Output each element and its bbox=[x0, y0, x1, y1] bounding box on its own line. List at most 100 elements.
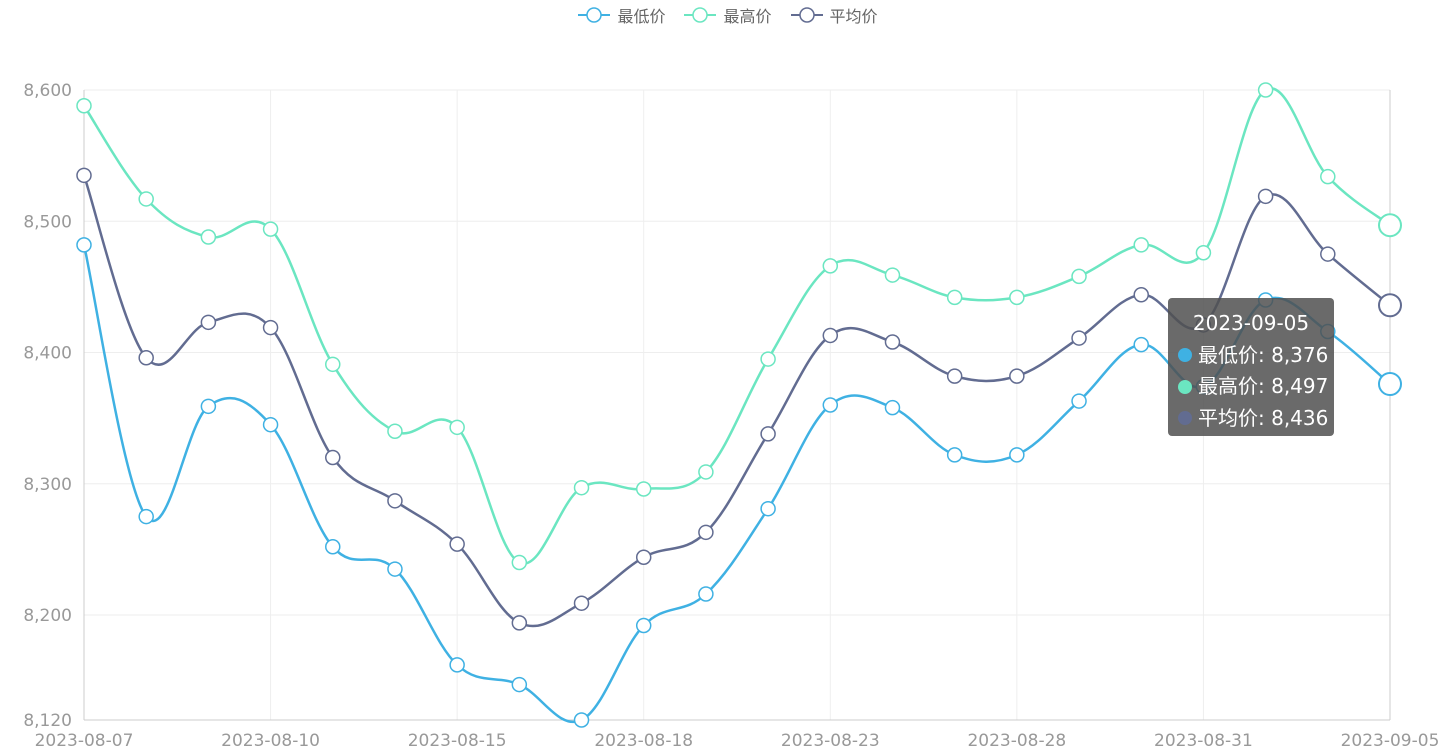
series-dot-icon bbox=[1178, 348, 1192, 363]
data-point[interactable] bbox=[76, 167, 92, 184]
data-point[interactable] bbox=[1378, 213, 1402, 238]
data-point[interactable] bbox=[262, 221, 279, 237]
y-tick-label: 8,600 bbox=[23, 81, 72, 101]
data-point[interactable] bbox=[573, 712, 590, 728]
data-point[interactable] bbox=[698, 464, 714, 480]
data-point[interactable] bbox=[138, 350, 154, 366]
data-point[interactable] bbox=[822, 327, 839, 344]
tooltip-title: 2023-09-05 bbox=[1192, 311, 1310, 335]
data-point[interactable] bbox=[511, 554, 528, 571]
data-point[interactable] bbox=[138, 191, 154, 207]
legend-item-min[interactable]: 最低价 bbox=[577, 3, 665, 27]
data-point[interactable] bbox=[573, 479, 590, 496]
y-tick-label: 8,500 bbox=[23, 212, 72, 232]
data-point[interactable] bbox=[884, 334, 901, 350]
tooltip-row-label: 最低价: 8,376 bbox=[1198, 342, 1329, 367]
data-point[interactable] bbox=[449, 657, 465, 673]
data-point[interactable] bbox=[200, 314, 217, 331]
data-point[interactable] bbox=[325, 356, 341, 373]
series-line-1 bbox=[82, 87, 1391, 565]
data-point[interactable] bbox=[760, 500, 776, 517]
tooltip-row-label: 最高价: 8,497 bbox=[1198, 374, 1329, 398]
y-tick-label: 8,200 bbox=[23, 606, 72, 626]
data-point[interactable] bbox=[511, 615, 528, 631]
data-point[interactable] bbox=[1320, 168, 1336, 185]
legend-line-circle-icon bbox=[790, 7, 823, 23]
data-point[interactable] bbox=[200, 229, 217, 245]
data-point[interactable] bbox=[1009, 447, 1025, 463]
y-tick-label: 8,300 bbox=[23, 475, 72, 495]
data-point[interactable] bbox=[635, 617, 652, 634]
data-point[interactable] bbox=[760, 426, 776, 442]
legend-item-max[interactable]: 最高价 bbox=[683, 3, 772, 27]
data-point[interactable] bbox=[760, 351, 776, 367]
data-point[interactable] bbox=[1133, 287, 1149, 303]
data-point[interactable] bbox=[884, 267, 901, 283]
data-point[interactable] bbox=[200, 398, 217, 415]
x-tick-label: 2023-08-28 bbox=[967, 731, 1066, 751]
data-point[interactable] bbox=[1320, 246, 1336, 262]
data-point[interactable] bbox=[1195, 245, 1212, 261]
data-point[interactable] bbox=[1071, 393, 1087, 409]
data-point[interactable] bbox=[387, 493, 403, 509]
data-point[interactable] bbox=[1071, 268, 1087, 285]
data-point[interactable] bbox=[138, 508, 154, 525]
legend-label-max: 最高价 bbox=[723, 7, 772, 26]
data-point[interactable] bbox=[262, 416, 279, 433]
legend-line-circle-icon bbox=[578, 7, 611, 23]
data-point[interactable] bbox=[1378, 372, 1402, 396]
series-dot-icon bbox=[1178, 411, 1192, 426]
x-tick-label: 2023-09-05 bbox=[1341, 731, 1440, 751]
series-dot-icon bbox=[1178, 379, 1192, 394]
data-point[interactable] bbox=[325, 449, 341, 466]
data-point[interactable] bbox=[884, 399, 901, 416]
x-tick-label: 2023-08-15 bbox=[408, 731, 507, 751]
data-point[interactable] bbox=[698, 586, 714, 602]
data-point[interactable] bbox=[1133, 237, 1149, 253]
legend: 最低价 最高价 平均价 bbox=[0, 3, 1455, 27]
data-point[interactable] bbox=[387, 561, 403, 577]
legend-item-avg[interactable]: 平均价 bbox=[790, 3, 878, 27]
data-point[interactable] bbox=[822, 258, 839, 274]
data-point[interactable] bbox=[1009, 368, 1025, 384]
x-tick-label: 2023-08-23 bbox=[781, 731, 880, 751]
y-tick-label: 8,120 bbox=[23, 711, 72, 731]
data-point[interactable] bbox=[946, 368, 963, 384]
data-point[interactable] bbox=[573, 595, 590, 611]
data-point[interactable] bbox=[946, 447, 963, 463]
data-point[interactable] bbox=[76, 98, 92, 114]
tooltip-row-label: 平均价: 8,436 bbox=[1198, 405, 1329, 430]
data-point[interactable] bbox=[1378, 293, 1402, 318]
x-tick-label: 2023-08-18 bbox=[594, 731, 693, 751]
tooltip-row-min: 最低价: 8,376 bbox=[1178, 340, 1334, 372]
data-point[interactable] bbox=[1071, 330, 1087, 346]
data-point[interactable] bbox=[698, 524, 714, 541]
data-point[interactable] bbox=[449, 419, 465, 436]
y-tick-label: 8,400 bbox=[23, 344, 72, 364]
data-point[interactable] bbox=[1009, 289, 1025, 306]
x-tick-label: 2023-08-07 bbox=[35, 731, 134, 751]
data-point[interactable] bbox=[635, 481, 652, 497]
data-point[interactable] bbox=[1257, 188, 1274, 205]
tooltip-row-max: 最高价: 8,497 bbox=[1178, 371, 1334, 403]
data-point[interactable] bbox=[635, 549, 652, 565]
legend-label-min: 最低价 bbox=[617, 7, 666, 26]
data-point[interactable] bbox=[76, 237, 92, 253]
data-point[interactable] bbox=[387, 423, 403, 439]
data-point[interactable] bbox=[325, 539, 341, 555]
data-point[interactable] bbox=[449, 536, 465, 552]
legend-label-avg: 平均价 bbox=[829, 7, 878, 26]
x-tick-label: 2023-08-10 bbox=[221, 731, 320, 751]
data-point[interactable] bbox=[511, 676, 528, 693]
tooltip: 2023-09-05 最低价: 8,376 最高价: 8,497 平均价: 8,… bbox=[1168, 298, 1334, 436]
data-point[interactable] bbox=[946, 289, 963, 306]
data-point[interactable] bbox=[1133, 336, 1149, 353]
data-point[interactable] bbox=[262, 319, 279, 336]
axes: 8,120 8,200 8,300 8,400 8,500 8,600 2023-08-07… bbox=[23, 81, 1439, 751]
series-points[interactable] bbox=[76, 82, 1402, 728]
tooltip-row-avg: 平均价: 8,436 bbox=[1178, 403, 1334, 435]
x-tick-label: 2023-08-31 bbox=[1154, 731, 1253, 751]
data-point[interactable] bbox=[1257, 82, 1274, 98]
data-point[interactable] bbox=[822, 397, 839, 413]
legend-line-circle-icon bbox=[684, 7, 717, 23]
